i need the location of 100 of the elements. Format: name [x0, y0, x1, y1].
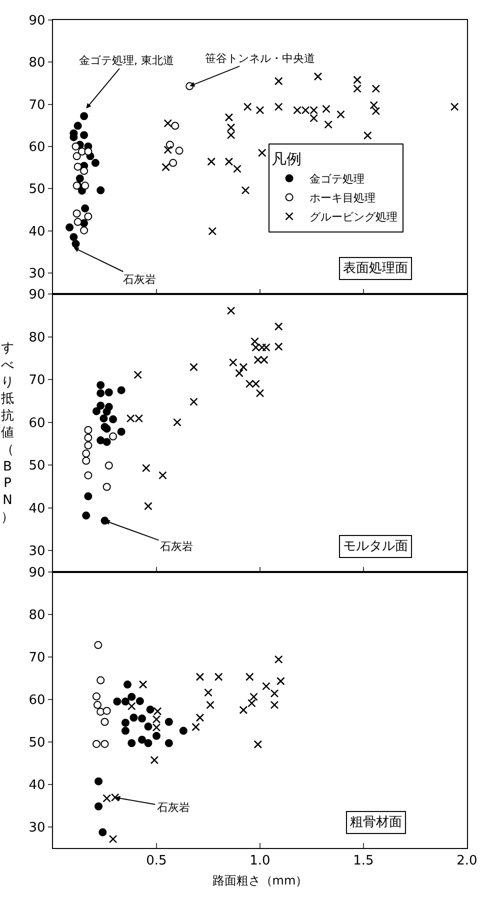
point: [214, 672, 223, 682]
point: [100, 414, 108, 422]
point: [102, 438, 111, 446]
annotation: 石灰岩: [123, 273, 156, 286]
point: [270, 689, 279, 698]
annotation: 石灰岩: [160, 540, 193, 553]
y-tick-label: 90: [28, 288, 46, 303]
point: [363, 131, 372, 140]
point: [241, 186, 250, 194]
point: [274, 76, 283, 86]
point: [102, 482, 111, 491]
point: [121, 726, 130, 735]
point: [162, 162, 170, 172]
point: [91, 158, 100, 167]
point: [190, 398, 198, 406]
point: [274, 322, 283, 331]
point: [104, 462, 113, 470]
point: [80, 131, 88, 140]
point: [274, 655, 283, 664]
point: [207, 157, 216, 166]
point: [152, 715, 161, 724]
point: [109, 432, 118, 440]
legend-label: グルービング処理: [309, 210, 398, 224]
point: [84, 148, 92, 156]
point: [353, 84, 362, 93]
point: [233, 164, 242, 173]
point: [130, 714, 138, 722]
y-tick-label: 70: [28, 373, 46, 388]
point: [102, 408, 111, 416]
point: [136, 697, 144, 706]
point: [81, 204, 90, 212]
y-tick-label: 70: [28, 98, 46, 113]
y-tick-label: 80: [28, 608, 46, 624]
annotation: モルタル面: [343, 539, 408, 554]
annotation: 粗骨材面: [350, 815, 402, 830]
point: [117, 386, 126, 394]
point: [96, 186, 105, 194]
point: [96, 402, 105, 410]
point: [324, 120, 332, 129]
point: [96, 436, 105, 444]
point: [228, 358, 238, 367]
point: [94, 641, 102, 650]
point: [152, 732, 160, 740]
point: [152, 723, 161, 732]
point: [258, 148, 266, 157]
point: [208, 227, 217, 236]
point: [226, 123, 236, 132]
point: [192, 722, 200, 732]
text: すべり抵抗値（BPN）: [1, 341, 14, 525]
point: [153, 707, 162, 716]
y-tick-label: 60: [28, 416, 46, 431]
point: [164, 739, 173, 748]
point: [72, 142, 80, 150]
point: [128, 702, 136, 710]
point: [196, 713, 204, 722]
point: [204, 688, 212, 697]
point: [138, 714, 146, 722]
x-tick-label: 1.0: [250, 854, 270, 869]
point: [80, 226, 88, 234]
point: [96, 676, 105, 684]
point: [72, 240, 80, 248]
point: [224, 157, 234, 166]
point: [66, 223, 74, 232]
point: [84, 471, 92, 480]
point: [250, 337, 259, 346]
point: [117, 428, 126, 436]
point: [250, 692, 258, 701]
point: [100, 718, 109, 726]
point: [108, 834, 118, 844]
point: [226, 130, 236, 140]
point: [84, 426, 92, 434]
legend-label: 金ゴテ処理: [309, 172, 364, 186]
y-tick-label: 90: [28, 14, 46, 29]
point: [138, 680, 148, 689]
point: [239, 706, 248, 714]
y-tick-label: 90: [28, 566, 46, 581]
point: [94, 777, 103, 786]
point: [124, 680, 132, 689]
point: [226, 306, 236, 315]
y-tick-label: 30: [28, 820, 46, 836]
point: [224, 113, 234, 122]
point: [164, 119, 172, 128]
point: [102, 706, 111, 715]
annotation: 表面処理面: [343, 261, 408, 276]
point: [150, 756, 159, 764]
point: [254, 740, 262, 749]
point: [256, 106, 264, 114]
point: [270, 700, 279, 710]
point: [76, 174, 84, 182]
point: [104, 388, 113, 396]
point: [82, 456, 90, 465]
point: [274, 342, 283, 351]
point: [146, 706, 154, 714]
point: [94, 802, 103, 810]
point: [158, 471, 167, 480]
y-tick-label: 30: [28, 544, 46, 560]
point: [134, 370, 142, 379]
point: [128, 739, 136, 748]
point: [314, 72, 322, 81]
point: [235, 368, 244, 378]
